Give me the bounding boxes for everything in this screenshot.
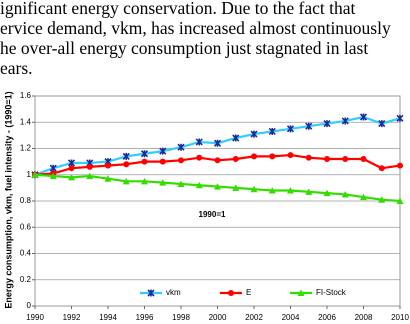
text-line: ervice demand, vkm, has increased almost… (0, 18, 391, 38)
x-tick-label: 2000 (209, 313, 227, 322)
marker (214, 157, 221, 164)
marker (213, 139, 222, 147)
marker (141, 177, 148, 185)
marker (378, 119, 386, 128)
marker (268, 127, 276, 136)
x-tick-label: 1992 (63, 313, 81, 322)
marker (323, 119, 331, 128)
marker (396, 114, 404, 122)
marker (141, 158, 148, 165)
marker (232, 134, 240, 142)
marker (105, 162, 111, 169)
y-axis-label: Energy consumption, vkm, fuel intensity … (3, 91, 13, 308)
marker (341, 190, 349, 198)
y-tick-label: 1 (27, 170, 32, 179)
marker (250, 130, 258, 138)
marker (287, 187, 294, 194)
marker (287, 152, 294, 159)
marker (305, 154, 312, 161)
y-tick-label: 0 (27, 301, 32, 310)
marker (323, 189, 331, 197)
text-line: ignificant energy conservation. Due to t… (0, 0, 356, 18)
marker (196, 154, 203, 161)
marker (250, 185, 258, 193)
marker (268, 187, 276, 194)
legend-label: FI-Stock (316, 288, 347, 297)
y-tick-label: 0.4 (20, 249, 32, 258)
marker (341, 117, 349, 125)
x-tick-label: 2006 (318, 313, 336, 322)
marker (359, 113, 368, 121)
marker (396, 197, 404, 204)
marker (228, 290, 234, 296)
y-tick-label: 1.6 (20, 91, 32, 100)
marker (49, 172, 57, 180)
marker (232, 184, 240, 191)
marker (177, 180, 185, 187)
annotation: 1990=1 (199, 210, 226, 219)
marker (177, 143, 185, 151)
marker (251, 153, 257, 160)
marker (68, 165, 75, 172)
marker (159, 179, 167, 186)
marker (123, 161, 130, 168)
marker (297, 289, 305, 296)
marker (159, 158, 166, 165)
marker (195, 181, 203, 189)
marker (305, 188, 313, 195)
marker (122, 152, 130, 160)
marker (324, 156, 330, 162)
x-tick-label: 2008 (355, 313, 373, 322)
marker (360, 193, 367, 201)
marker (86, 163, 93, 170)
marker (378, 165, 385, 172)
y-tick-label: 1.4 (20, 117, 32, 126)
legend-label: E (246, 288, 251, 297)
marker (159, 147, 167, 155)
marker (378, 196, 386, 203)
y-tick-label: 1.2 (20, 144, 32, 153)
marker (68, 173, 75, 181)
marker (104, 175, 112, 182)
x-tick-label: 1998 (172, 313, 190, 322)
marker (147, 289, 155, 297)
marker (140, 150, 149, 158)
marker (232, 156, 239, 162)
marker (305, 122, 313, 130)
y-tick-label: 0.6 (20, 222, 32, 231)
legend-label: vkm (166, 288, 181, 297)
y-tick-label: 0.2 (20, 275, 32, 284)
marker (286, 125, 295, 133)
marker (86, 172, 94, 180)
marker (214, 183, 221, 190)
x-tick-label: 2004 (282, 313, 300, 322)
x-tick-label: 1996 (136, 313, 154, 322)
marker (269, 153, 276, 160)
x-tick-label: 1990 (26, 313, 44, 322)
text-line: ears. (0, 58, 33, 78)
marker (31, 171, 39, 178)
marker (178, 157, 184, 164)
marker (360, 156, 367, 162)
x-tick-label: 2002 (245, 313, 263, 322)
marker (342, 156, 349, 162)
marker (397, 162, 403, 169)
marker (122, 177, 130, 185)
y-tick-label: 0.8 (20, 196, 32, 205)
text-line: he over-all energy consumption just stag… (0, 38, 369, 58)
x-tick-label: 1994 (99, 313, 117, 322)
x-tick-label: 2010 (391, 313, 409, 322)
marker (195, 138, 203, 146)
